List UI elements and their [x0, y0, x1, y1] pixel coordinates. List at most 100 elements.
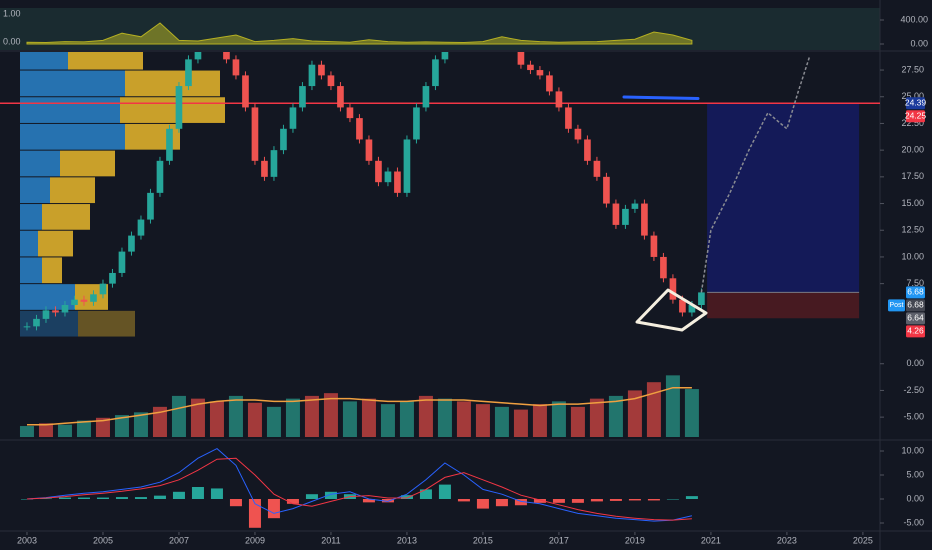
volume-bar	[38, 423, 53, 437]
position-target	[707, 103, 860, 293]
profile-down	[78, 310, 135, 337]
candle	[413, 107, 420, 140]
candle	[52, 310, 59, 313]
macd-histogram	[685, 496, 698, 500]
profile-down	[120, 97, 225, 123]
top-pane	[26, 22, 693, 45]
volume-bar	[133, 412, 148, 437]
indicator-area	[26, 22, 693, 45]
projection-line	[700, 55, 811, 293]
candle	[384, 171, 392, 183]
price-tag	[906, 312, 925, 325]
y-tick-label: 10.00	[901, 251, 924, 261]
candle	[166, 128, 173, 161]
candle	[99, 283, 107, 295]
volume-bar	[380, 404, 395, 437]
candle	[669, 278, 677, 300]
candle	[289, 107, 297, 129]
volume-bar	[323, 393, 338, 437]
price-tag	[906, 110, 925, 123]
volume-bar	[19, 426, 34, 437]
candle	[71, 299, 78, 305]
volume-bar	[532, 404, 547, 437]
candle	[527, 64, 534, 71]
volume-bar	[551, 401, 566, 437]
candle	[574, 128, 582, 140]
y-tick-label: 0.00	[906, 493, 924, 503]
volume-bar	[285, 398, 300, 437]
candle	[688, 305, 696, 313]
candle	[650, 235, 658, 257]
price-tag	[906, 299, 925, 312]
profile-down	[125, 70, 220, 97]
volume-bar	[171, 395, 186, 437]
candle	[194, 52, 202, 60]
profile-up	[20, 70, 125, 97]
macd-histogram	[647, 499, 660, 501]
macd-histogram	[419, 489, 432, 500]
profile-up	[20, 257, 42, 284]
macd-histogram	[229, 499, 242, 507]
candle	[308, 64, 316, 87]
y-tick-label: 15.00	[901, 198, 924, 208]
macd-histogram	[495, 499, 508, 507]
volume-bar	[209, 401, 224, 437]
profile-down	[38, 230, 73, 257]
volume-bar	[57, 424, 72, 437]
volume-bar	[304, 395, 319, 437]
volume-bar	[608, 395, 623, 437]
macd-histogram	[286, 499, 299, 504]
signal-line	[26, 457, 692, 521]
y-tick-label: -5.00	[903, 517, 924, 527]
macd-histogram	[134, 497, 147, 500]
volume-bar	[570, 406, 585, 437]
y-tick-label: 17.50	[901, 171, 924, 181]
y-tick-label: -5.00	[903, 412, 924, 422]
candle	[394, 171, 401, 193]
x-tick-label: 2023	[777, 535, 797, 545]
post-tag	[888, 299, 905, 312]
candle	[270, 150, 278, 177]
post-tag-text: Post	[889, 302, 903, 309]
macd-histogram	[552, 499, 565, 503]
profile-up	[20, 52, 68, 70]
macd-histogram	[39, 498, 52, 500]
macd-histogram	[153, 495, 166, 500]
price-tag-text: 24.25	[905, 111, 927, 121]
candle	[327, 75, 335, 87]
volume-bar	[646, 382, 661, 437]
candle	[517, 52, 525, 65]
macd-histogram	[267, 499, 280, 519]
y-tick-label: 0.00	[910, 38, 928, 48]
macd-histogram	[191, 487, 204, 500]
volume-ma	[27, 386, 692, 426]
volume-bar	[266, 406, 281, 437]
macd-histogram	[533, 499, 546, 503]
profile-up	[20, 177, 50, 204]
volume-bar	[76, 420, 91, 437]
macd-histogram	[248, 499, 261, 528]
candle	[641, 203, 648, 236]
y-tick-label: -2.50	[903, 385, 924, 395]
price-tag	[906, 325, 925, 338]
y-tick-label: 5.00	[906, 469, 924, 479]
profile-down	[42, 257, 62, 284]
macd-histogram	[20, 499, 33, 500]
volume-bar	[247, 402, 262, 437]
macd-histogram	[96, 497, 109, 500]
volume-bar	[152, 406, 167, 437]
diamond-annotation	[635, 288, 708, 332]
candle	[584, 139, 591, 161]
candle	[42, 310, 50, 319]
profile-up	[20, 123, 125, 150]
macd-histogram	[305, 494, 318, 500]
x-tick-label: 2017	[549, 535, 569, 545]
candle	[318, 64, 325, 76]
candle	[660, 256, 667, 279]
x-tick-label: 2015	[473, 535, 493, 545]
candle	[280, 128, 287, 151]
x-tick-label: 2003	[17, 535, 37, 545]
y-tick-label: 400.00	[900, 14, 928, 24]
candle	[261, 160, 268, 177]
x-tick-label: 2007	[169, 535, 189, 545]
